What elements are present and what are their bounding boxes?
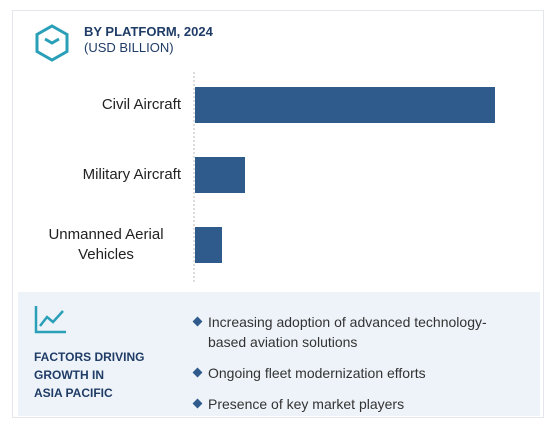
bar [195,87,495,123]
bar [195,157,245,193]
factors-heading: GROWTH IN [34,368,104,382]
factor-item: Presence of key market players [192,394,518,414]
factor-item: Increasing adoption of advanced technolo… [192,312,518,352]
factor-item: Ongoing fleet modernization efforts [192,363,518,383]
y-tick-label: Civil Aircraft [101,96,181,113]
chart-subtitle: (USD BILLION) [84,40,174,55]
chart: BY PLATFORM, 2024 (USD BILLION) [35,24,495,282]
bar [195,227,222,263]
y-tick-label: Unmanned Aerial Vehicles [48,226,164,263]
factors-heading: ASIA PACIFIC [34,386,113,400]
factors-heading: FACTORS DRIVING [34,350,145,364]
logo-icon [35,24,69,62]
card [12,10,544,418]
factors-panel: FACTORS DRIVING GROWTH IN ASIA PACIFIC Incr… [18,292,540,416]
y-tick-label: Military Aircraft [82,166,181,183]
chart-title: BY PLATFORM, 2024 [84,24,214,39]
trend-icon [34,306,66,334]
